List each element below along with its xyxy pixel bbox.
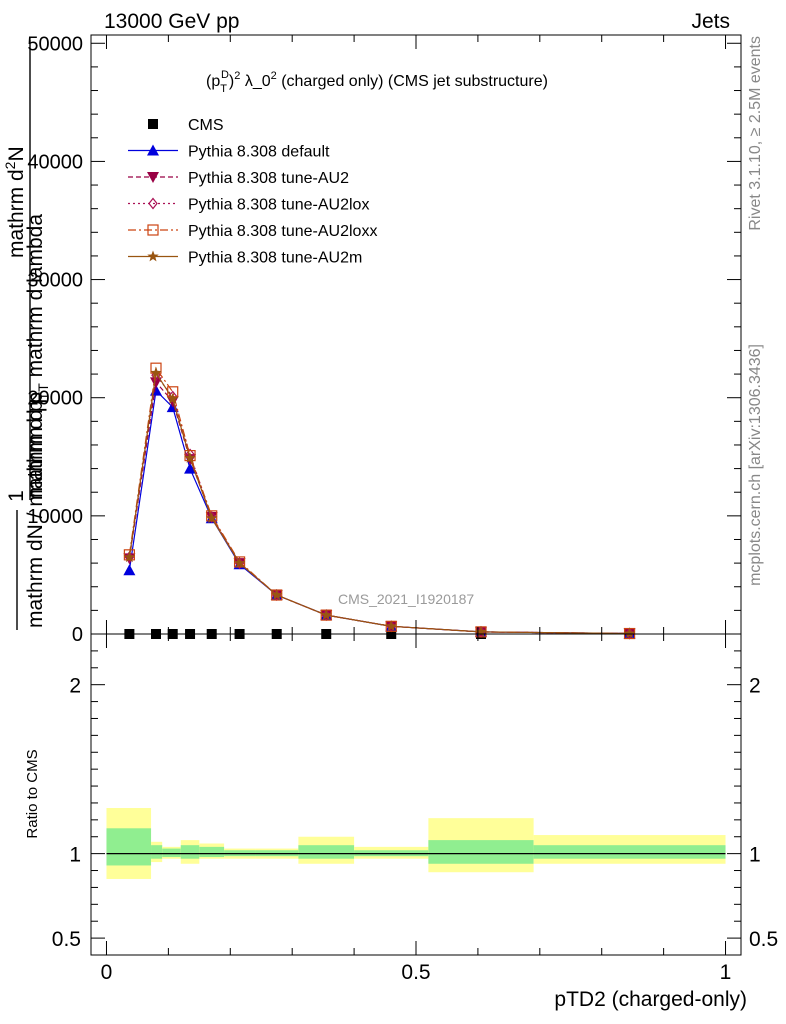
ratio-ticks: 0.5 0.5 1 1 2 2 0 0.5 1 <box>52 634 778 984</box>
ratio-bands <box>106 808 726 879</box>
uncertainty-band-inner <box>180 845 200 859</box>
data-point-au2 <box>150 377 162 389</box>
main-title: (pTD)2 λ_02 (charged only) (CMS jet subs… <box>206 69 548 95</box>
y-label-den2: mathrm d pT mathrm d lambda <box>24 214 51 498</box>
x-tick-label: 0.5 <box>401 961 430 984</box>
legend-marker-au2loxx <box>147 224 159 236</box>
mcplots-caption: mcplots.cern.ch [arXiv:1306.3436] <box>747 344 764 586</box>
uncertainty-band-inner <box>298 845 355 859</box>
data-point-au2m <box>385 620 397 632</box>
y-tick-label: 20000 <box>27 388 83 410</box>
process-label: Jets <box>691 10 730 33</box>
y-tick-label: 0 <box>72 624 83 646</box>
ratio-y-tick-label-right: 1 <box>749 844 761 867</box>
legend-label-default: Pythia 8.308 default <box>188 144 330 161</box>
legend-label-au2m: Pythia 8.308 tune-AU2m <box>188 250 362 267</box>
data-point-au2loxx <box>123 549 135 561</box>
data-point-au2loxx <box>184 449 196 462</box>
legend-marker-au2m <box>147 250 159 262</box>
legend-label-au2loxx: Pythia 8.308 tune-AU2loxx <box>188 223 377 240</box>
uncertainty-band-inner <box>428 840 534 864</box>
data-point-au2m <box>184 452 196 463</box>
legend-marker-au2lox <box>148 197 158 210</box>
legend-marker-cms <box>148 119 158 129</box>
data-point-au2m <box>123 551 136 563</box>
data-point-au2m <box>150 366 162 378</box>
rivet-caption: Rivet 3.1.10, ≥ 2.5M events <box>747 36 764 231</box>
main-panel: 0 10000 20000 30000 40000 50000 (pTD)2 λ_02 (… <box>2 33 742 646</box>
y-label-num1: 1 <box>5 490 28 502</box>
data-point-au2m <box>167 392 179 404</box>
ratio-frame <box>90 633 742 956</box>
y-label-num2: mathrm d2N <box>2 146 28 258</box>
data-point-au2m <box>271 589 283 600</box>
data-point-default <box>184 462 197 474</box>
legend-marker-default <box>147 144 159 156</box>
ratio-y-tick-label-right: 2 <box>749 675 761 698</box>
data-point-au2lox <box>206 511 217 523</box>
energy-label: 13000 GeV pp <box>104 10 239 33</box>
ratio-y-tick-label: 0.5 <box>52 928 81 951</box>
uncertainty-band-inner <box>533 845 726 859</box>
analysis-watermark: CMS_2021_I1920187 <box>338 591 474 607</box>
main-y-axis-label: 1 mathrm dN / mathrm d pT mathrm d2N mat… <box>2 40 51 630</box>
main-plot-area <box>123 362 636 640</box>
series-au2m <box>123 366 636 639</box>
x-axis-label: pTD2 (charged-only) <box>554 988 747 1011</box>
legend: CMS Pythia 8.308 default Pythia 8.308 tune… <box>128 117 377 267</box>
y-tick-label: 50000 <box>27 33 83 55</box>
y-tick-label: 30000 <box>27 270 83 292</box>
uncertainty-band-inner <box>106 828 152 866</box>
legend-label-au2lox: Pythia 8.308 tune-AU2lox <box>188 197 369 214</box>
data-point-default <box>123 564 136 576</box>
x-tick-label: 1 <box>720 961 732 984</box>
data-point-au2m <box>320 609 332 620</box>
y-tick-label: 10000 <box>27 506 83 528</box>
data-point-au2m <box>233 557 246 568</box>
ratio-y-tick-label: 2 <box>69 675 81 698</box>
ratio-y-tick-label: 1 <box>69 844 81 867</box>
main-y-ticks: 0 10000 20000 30000 40000 50000 <box>27 33 741 646</box>
data-point-au2m <box>206 512 218 524</box>
legend-marker-au2 <box>147 172 159 183</box>
uncertainty-band-inner <box>199 846 225 858</box>
ratio-panel: 0.5 0.5 1 1 2 2 0 0.5 1 Ratio to CMS pTD2 (charg… <box>24 633 778 1011</box>
uncertainty-band-inner <box>162 848 181 858</box>
legend-label-cms: CMS <box>188 117 224 134</box>
data-point-au2m <box>475 625 487 637</box>
y-tick-label: 40000 <box>27 151 83 173</box>
x-tick-label: 0 <box>101 961 113 984</box>
ratio-y-tick-label-right: 0.5 <box>749 928 778 951</box>
data-point-au2m <box>623 627 636 639</box>
data-point-au2loxx <box>233 556 246 568</box>
uncertainty-band-inner <box>151 845 163 859</box>
legend-label-au2: Pythia 8.308 tune-AU2 <box>188 170 349 187</box>
ratio-y-label: Ratio to CMS <box>24 749 41 838</box>
data-point-au2loxx <box>206 510 218 522</box>
